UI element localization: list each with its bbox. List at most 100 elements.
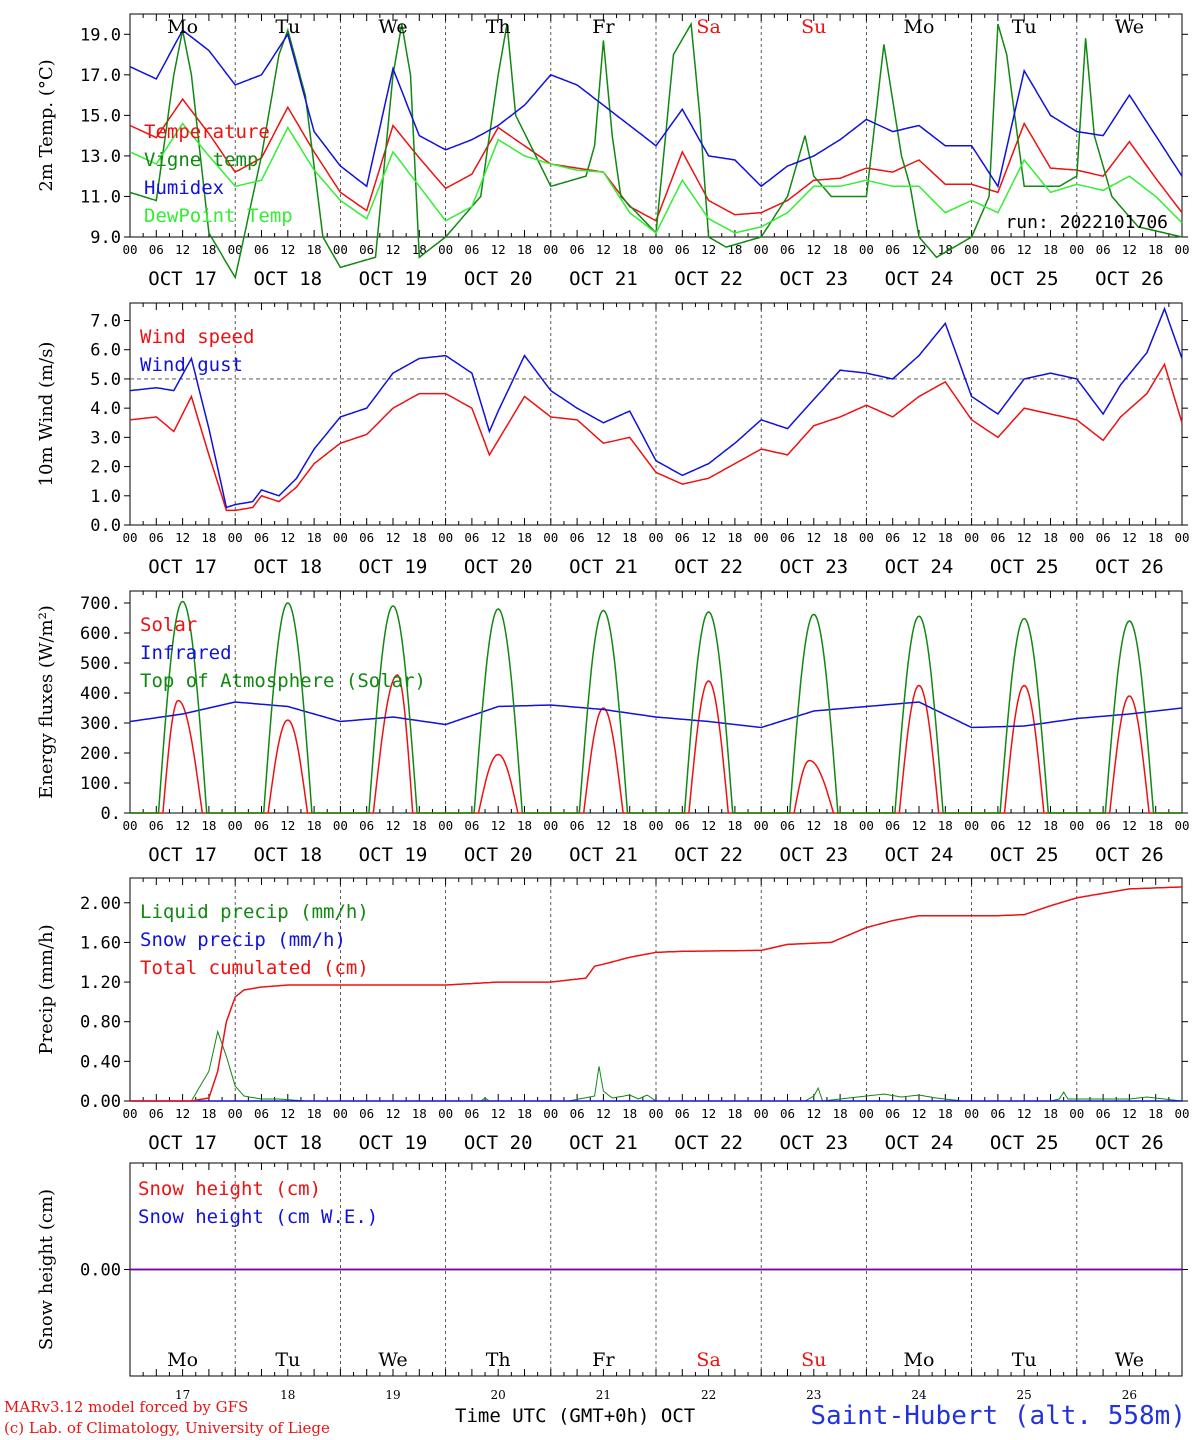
x-date-label: OCT 17 (148, 268, 217, 290)
x-hour-label: 12 (701, 242, 716, 257)
y-tick-label: 0.80 (80, 1013, 121, 1033)
x-hour-label: 12 (280, 242, 295, 257)
x-hour-label: 18 (727, 1106, 742, 1121)
y-tick-label: 11.0 (80, 187, 121, 207)
x-date-label: OCT 22 (674, 556, 743, 578)
x-date-label: OCT 19 (359, 556, 428, 578)
x-hour-label: 18 (1148, 818, 1163, 833)
x-hour-label: 06 (675, 242, 690, 257)
x-hour-label: 06 (570, 530, 585, 545)
x-hour-label: 06 (990, 818, 1005, 833)
x-hour-label: 06 (990, 530, 1005, 545)
x-hour-label: 00 (754, 530, 769, 545)
x-hour-label: 06 (885, 1106, 900, 1121)
x-hour-label: 06 (359, 242, 374, 257)
x-hour-label: 12 (280, 530, 295, 545)
x-hour-label: 00 (333, 818, 348, 833)
x-hour-label: 18 (201, 1106, 216, 1121)
x-hour-label: 06 (570, 1106, 585, 1121)
x-hour-label: 00 (859, 242, 874, 257)
day-name-top: We (1115, 16, 1144, 38)
x-hour-label: 00 (1174, 1106, 1189, 1121)
x-date-label: OCT 19 (359, 844, 428, 866)
x-hour-label: 06 (780, 818, 795, 833)
x-hour-label: 06 (675, 530, 690, 545)
x-hour-label: 06 (149, 242, 164, 257)
x-hour-label: 12 (806, 530, 821, 545)
legend-entry: DewPoint Temp (144, 205, 293, 227)
x-hour-label: 06 (359, 1106, 374, 1121)
x-hour-label: 18 (622, 1106, 637, 1121)
date-number: 22 (701, 1388, 716, 1402)
x-hour-label: 12 (911, 242, 926, 257)
day-name-bottom: Tu (1012, 1349, 1037, 1371)
y-tick-label: 4.0 (90, 399, 121, 419)
x-hour-label: 06 (885, 530, 900, 545)
x-hour-label: 18 (833, 1106, 848, 1121)
x-date-label: OCT 18 (253, 1132, 322, 1154)
x-hour-label: 12 (1122, 530, 1137, 545)
x-hour-label: 18 (1148, 242, 1163, 257)
x-hour-label: 18 (517, 818, 532, 833)
y-tick-label: 2.00 (80, 894, 121, 914)
x-hour-label: 00 (228, 530, 243, 545)
x-hour-label: 18 (1043, 818, 1058, 833)
x-hour-label: 18 (307, 818, 322, 833)
x-hour-label: 12 (806, 1106, 821, 1121)
x-hour-label: 12 (911, 818, 926, 833)
x-hour-label: 18 (727, 530, 742, 545)
x-date-label: OCT 26 (1095, 844, 1164, 866)
x-hour-label: 12 (806, 818, 821, 833)
x-hour-label: 00 (438, 530, 453, 545)
x-hour-label: 06 (990, 1106, 1005, 1121)
y-tick-label: 15.0 (80, 106, 121, 126)
x-hour-label: 12 (596, 1106, 611, 1121)
x-hour-label: 18 (517, 242, 532, 257)
x-hour-label: 00 (964, 818, 979, 833)
x-hour-label: 06 (990, 242, 1005, 257)
x-hour-label: 18 (622, 242, 637, 257)
panel-temp: 00 06 12 18 00 06 12 18 00 06 12 18 00 06 12 18 00 06 12 18… (36, 13, 1190, 290)
y-tick-label: 9.0 (90, 228, 121, 248)
x-hour-label: 18 (938, 242, 953, 257)
x-hour-label: 06 (149, 818, 164, 833)
y-tick-label: 300. (80, 714, 121, 734)
y-tick-label: 0.40 (80, 1052, 121, 1072)
lab-credit: (c) Lab. of Climatology, University of L… (4, 1419, 330, 1437)
x-date-label: OCT 24 (885, 844, 954, 866)
x-hour-label: 12 (1122, 1106, 1137, 1121)
series-wind-gust (129, 306, 1183, 509)
day-name-top: Mo (904, 16, 935, 38)
x-hour-label: 06 (1096, 1106, 1111, 1121)
day-name-top: Tu (275, 16, 300, 38)
y-tick-label: 700. (80, 594, 121, 614)
x-hour-label: 18 (517, 530, 532, 545)
x-hour-label: 00 (543, 818, 558, 833)
x-hour-label: 06 (885, 818, 900, 833)
x-hour-label: 18 (412, 530, 427, 545)
x-hour-label: 00 (1174, 818, 1189, 833)
time-axis-label: Time UTC (GMT+0h) OCT (455, 1405, 696, 1427)
x-hour-label: 06 (1096, 242, 1111, 257)
date-number: 25 (1017, 1388, 1032, 1402)
x-hour-label: 00 (964, 530, 979, 545)
y-tick-label: 1.20 (80, 973, 121, 993)
legend-entry: Infrared (140, 642, 232, 664)
date-number: 19 (385, 1388, 400, 1402)
x-hour-label: 06 (885, 242, 900, 257)
y-tick-label: 13.0 (80, 147, 121, 167)
x-hour-label: 06 (675, 1106, 690, 1121)
x-hour-label: 18 (201, 242, 216, 257)
x-hour-label: 18 (1043, 530, 1058, 545)
day-name-bottom: We (378, 1349, 407, 1371)
legend-entry: Snow height (cm) (138, 1178, 321, 1200)
x-date-label: OCT 21 (569, 1132, 638, 1154)
day-name-top: Fr (592, 16, 615, 38)
x-hour-label: 06 (675, 818, 690, 833)
series-wind-speed (129, 362, 1183, 512)
x-hour-label: 06 (464, 242, 479, 257)
x-hour-label: 00 (543, 1106, 558, 1121)
x-hour-label: 00 (964, 1106, 979, 1121)
x-hour-label: 06 (359, 530, 374, 545)
x-hour-label: 00 (122, 1106, 137, 1121)
